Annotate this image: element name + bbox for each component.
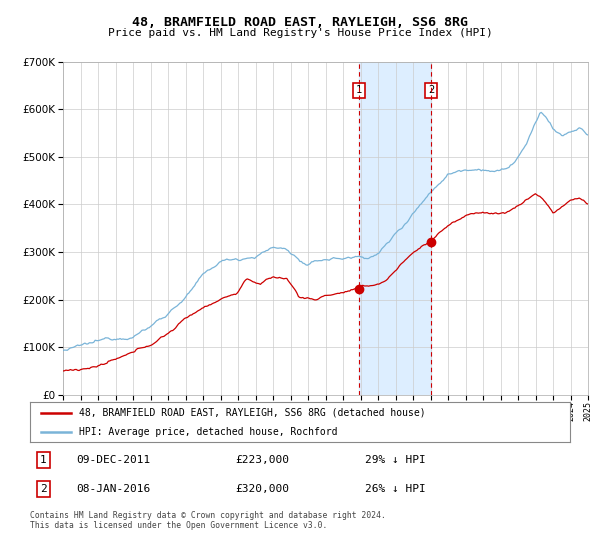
Text: 26% ↓ HPI: 26% ↓ HPI	[365, 484, 425, 494]
Text: 08-JAN-2016: 08-JAN-2016	[76, 484, 150, 494]
Bar	[359, 62, 431, 395]
Text: Price paid vs. HM Land Registry's House Price Index (HPI): Price paid vs. HM Land Registry's House …	[107, 28, 493, 38]
Text: HPI: Average price, detached house, Rochford: HPI: Average price, detached house, Roch…	[79, 427, 337, 437]
Text: 29% ↓ HPI: 29% ↓ HPI	[365, 455, 425, 465]
Text: 09-DEC-2011: 09-DEC-2011	[76, 455, 150, 465]
Text: 2: 2	[428, 85, 434, 95]
Text: 48, BRAMFIELD ROAD EAST, RAYLEIGH, SS6 8RG (detached house): 48, BRAMFIELD ROAD EAST, RAYLEIGH, SS6 8…	[79, 408, 425, 418]
Text: 48, BRAMFIELD ROAD EAST, RAYLEIGH, SS6 8RG: 48, BRAMFIELD ROAD EAST, RAYLEIGH, SS6 8…	[132, 16, 468, 29]
Text: £223,000: £223,000	[235, 455, 289, 465]
Text: 1: 1	[356, 85, 362, 95]
Text: 1: 1	[40, 455, 47, 465]
Text: Contains HM Land Registry data © Crown copyright and database right 2024.
This d: Contains HM Land Registry data © Crown c…	[30, 511, 386, 530]
Text: £320,000: £320,000	[235, 484, 289, 494]
Text: 2: 2	[40, 484, 47, 494]
